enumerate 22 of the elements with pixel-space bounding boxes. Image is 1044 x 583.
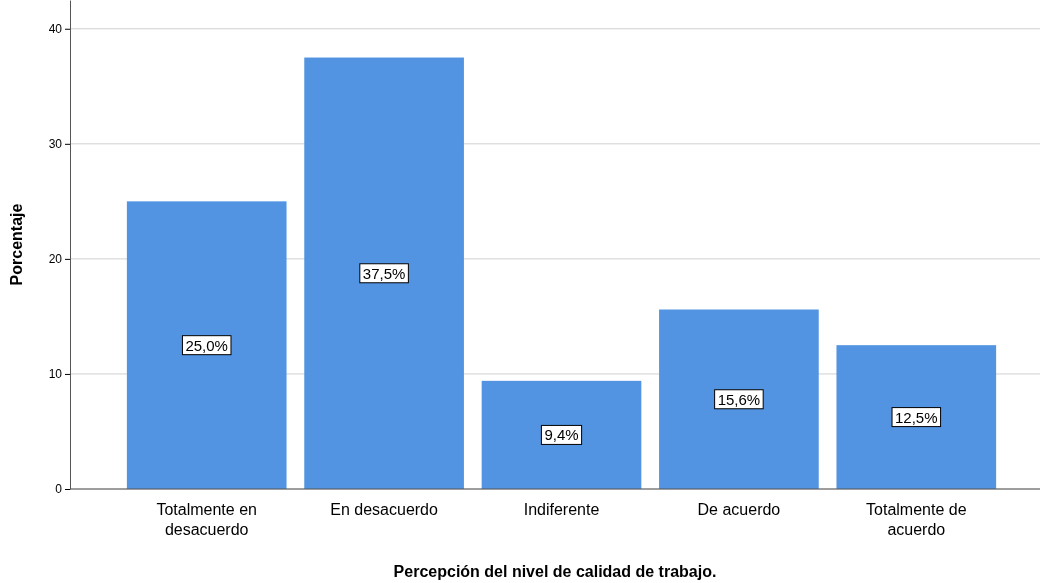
data-label: 9,4% — [544, 426, 579, 444]
data-label: 12,5% — [895, 408, 938, 426]
bar — [126, 201, 287, 489]
bar — [659, 309, 819, 489]
bar — [481, 380, 642, 489]
y-tick-label: 0 — [55, 482, 63, 497]
y-tick-label: 10 — [48, 367, 63, 382]
y-tick-label: 20 — [48, 252, 63, 267]
bar — [304, 57, 464, 489]
x-tick-label: Totalmente de acuerdo — [866, 501, 967, 538]
bar — [836, 345, 997, 489]
x-axis-title: Percepción del nivel de calidad de trabajo. — [393, 563, 717, 580]
data-label: 37,5% — [362, 264, 406, 282]
y-tick-label: 30 — [48, 137, 63, 152]
x-tick-label: Totalmente en desacuerdo — [156, 501, 257, 538]
x-tick-label: En desacuerdo — [330, 501, 439, 518]
x-tick-label: De acuerdo — [697, 501, 781, 518]
data-label: 15,6% — [717, 390, 761, 408]
y-axis-title: Porcentaje — [8, 203, 25, 286]
x-tick-label: Indiferente — [523, 501, 600, 518]
y-tick-label: 40 — [48, 22, 63, 37]
data-label: 25,0% — [185, 336, 228, 354]
